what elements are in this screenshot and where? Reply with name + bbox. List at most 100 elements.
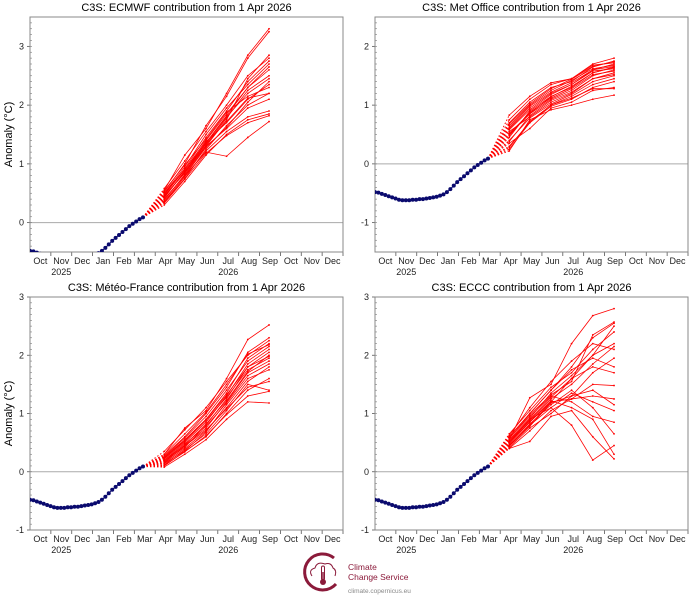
forecast-transition-line — [487, 146, 510, 160]
ensemble-member-line — [164, 383, 270, 466]
y-tick-label: -1 — [16, 525, 24, 535]
ensemble-point — [508, 445, 511, 448]
ensemble-point — [205, 411, 207, 414]
ensemble-member-line — [508, 62, 615, 121]
observation-point — [468, 168, 473, 173]
x-tick-label: Jul — [567, 534, 579, 544]
ensemble-point — [268, 120, 270, 123]
ensemble-point — [225, 407, 228, 410]
observation-point — [75, 504, 80, 509]
observation-point — [386, 501, 391, 506]
observation-point — [90, 254, 94, 258]
copernicus-logo-icon — [303, 552, 338, 592]
x-year-label: 2026 — [218, 267, 238, 277]
ensemble-point — [550, 83, 552, 86]
ensemble-point — [613, 321, 615, 323]
ensemble-member-line — [508, 94, 615, 152]
x-tick-label: Oct — [33, 534, 48, 544]
ensemble-point — [246, 86, 249, 89]
ensemble-point — [508, 128, 511, 131]
x-tick-label: Jan — [441, 534, 456, 544]
x-year-label: 2026 — [563, 545, 583, 555]
ensemble-point — [508, 150, 511, 152]
ensemble-point — [613, 366, 615, 368]
ensemble-point — [550, 108, 552, 111]
ensemble-point — [268, 360, 270, 362]
ensemble-point — [205, 154, 207, 156]
x-tick-label: Nov — [304, 534, 321, 544]
observation-point — [31, 498, 36, 503]
ensemble-point — [591, 98, 594, 101]
ensemble-point — [268, 339, 270, 342]
observation-point — [379, 191, 384, 196]
ensemble-point — [570, 395, 573, 397]
ensemble-point — [246, 374, 249, 377]
chart-title: C3S: Météo-France contribution from 1 Ap… — [68, 282, 305, 294]
ensemble-point — [508, 134, 511, 137]
ensemble-point — [550, 96, 552, 98]
ensemble-point — [613, 357, 615, 360]
ensemble-member-line — [163, 110, 270, 202]
ensemble-point — [183, 172, 186, 175]
observation-point — [69, 256, 73, 260]
observation-point — [451, 183, 456, 188]
ensemble-point — [268, 113, 270, 115]
ensemble-point — [570, 91, 573, 94]
observation-point — [55, 505, 60, 510]
ensemble-point — [225, 126, 228, 129]
ensemble-point — [591, 77, 594, 80]
ensemble-point — [268, 83, 270, 86]
ensemble-point — [205, 427, 207, 429]
chart-title: C3S: ECCC contribution from 1 Apr 2026 — [432, 282, 632, 294]
observations-line — [30, 216, 144, 252]
x-tick-label: Jan — [96, 256, 111, 266]
ensemble-point — [570, 374, 573, 377]
observation-point — [383, 193, 388, 198]
observations-line — [30, 466, 144, 509]
ensemble-point — [570, 392, 573, 395]
x-tick-label: Apr — [159, 256, 173, 266]
ensemble-member-line — [508, 74, 615, 142]
ensemble-point — [163, 190, 166, 192]
ensemble-point — [225, 409, 228, 412]
ensemble-point — [528, 114, 531, 117]
forecast-transition-line — [487, 150, 510, 160]
observation-point — [30, 497, 32, 502]
plot-frame — [374, 296, 689, 531]
observation-point — [400, 198, 405, 203]
observation-point — [120, 230, 125, 235]
ensemble-point — [508, 447, 511, 450]
ensemble-member-line — [163, 75, 270, 196]
ensemble-point — [268, 30, 270, 33]
ensemble-point — [205, 136, 207, 139]
ensemble-point — [613, 66, 615, 69]
x-year-label: 2025 — [396, 545, 416, 555]
ensemble-point — [528, 430, 531, 432]
ensemble-member-line — [508, 343, 615, 440]
x-tick-label: Jun — [545, 256, 560, 266]
forecast-transition-line — [487, 445, 510, 467]
observation-point — [448, 187, 453, 192]
x-tick-label: Dec — [670, 534, 687, 544]
observation-point — [424, 196, 429, 201]
ensemble-point — [183, 165, 186, 168]
observation-point — [127, 473, 132, 478]
ensemble-point — [225, 398, 228, 400]
ensemble-point — [570, 398, 573, 400]
ensemble-point — [205, 423, 207, 425]
ensemble-member-line — [163, 363, 270, 461]
ensemble-point — [591, 80, 594, 83]
ensemble-point — [613, 371, 615, 374]
plot-frame — [29, 296, 344, 531]
ensemble-point — [246, 118, 249, 121]
ensemble-point — [268, 77, 270, 80]
x-tick-label: Jul — [222, 256, 234, 266]
ensemble-member-line — [508, 383, 615, 449]
ensemble-point — [550, 409, 552, 412]
ensemble-point — [225, 399, 228, 402]
ensemble-point — [246, 380, 249, 383]
forecast-transition-line — [487, 443, 510, 467]
observation-point — [472, 473, 477, 478]
x-tick-label: Jan — [96, 534, 111, 544]
